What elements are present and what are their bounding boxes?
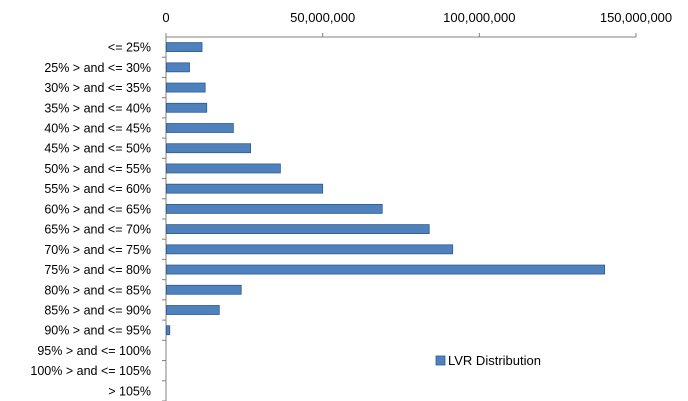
y-category-label: 45% > and <= 50% [44, 142, 151, 156]
x-axis-tick-labels: 0 50,000,000 100,000,000 150,000,000 [162, 10, 672, 37]
x-tick-label: 50,000,000 [290, 10, 355, 25]
y-category-label: 75% > and <= 80% [44, 263, 151, 277]
bar [166, 305, 220, 315]
y-category-label: 85% > and <= 90% [44, 304, 151, 318]
legend: LVR Distribution [435, 353, 541, 368]
bar [166, 82, 206, 93]
bar [166, 224, 430, 235]
y-category-label: 90% > and <= 95% [44, 324, 151, 338]
bar [166, 183, 324, 194]
bar [166, 102, 208, 113]
y-category-label: 60% > and <= 65% [44, 202, 151, 216]
bar [166, 42, 203, 53]
y-category-label: <= 25% [108, 41, 151, 55]
bar [166, 123, 234, 133]
bar [166, 143, 251, 154]
y-category-label: 80% > and <= 85% [44, 283, 151, 297]
y-category-label: 65% > and <= 70% [44, 223, 151, 237]
x-tick-label: 0 [162, 10, 169, 25]
bar [166, 244, 454, 255]
bar [166, 62, 190, 73]
bar [166, 284, 242, 295]
y-category-label: 100% > and <= 105% [30, 364, 151, 378]
legend-swatch [435, 355, 446, 366]
y-category-label: 25% > and <= 30% [44, 61, 151, 75]
y-category-label: 40% > and <= 45% [44, 122, 151, 136]
x-tick-label: 150,000,000 [600, 10, 672, 25]
bar [166, 325, 171, 336]
bar [166, 163, 281, 174]
x-tick-label: 100,000,000 [443, 10, 515, 25]
y-category-label: 70% > and <= 75% [44, 243, 151, 257]
bar [166, 264, 606, 275]
y-category-label: 30% > and <= 35% [44, 81, 151, 95]
legend-label: LVR Distribution [448, 353, 541, 368]
y-category-label: > 105% [108, 384, 151, 398]
y-category-label: 50% > and <= 55% [44, 162, 151, 176]
y-category-label: 95% > and <= 100% [37, 344, 151, 358]
bar [166, 203, 383, 214]
bar-series [166, 42, 606, 336]
y-category-label: 35% > and <= 40% [44, 101, 151, 115]
y-category-label: 55% > and <= 60% [44, 182, 151, 196]
y-axis-category-labels: <= 25% 25% > and <= 30% 30% > and <= 35% 35… [30, 41, 166, 401]
